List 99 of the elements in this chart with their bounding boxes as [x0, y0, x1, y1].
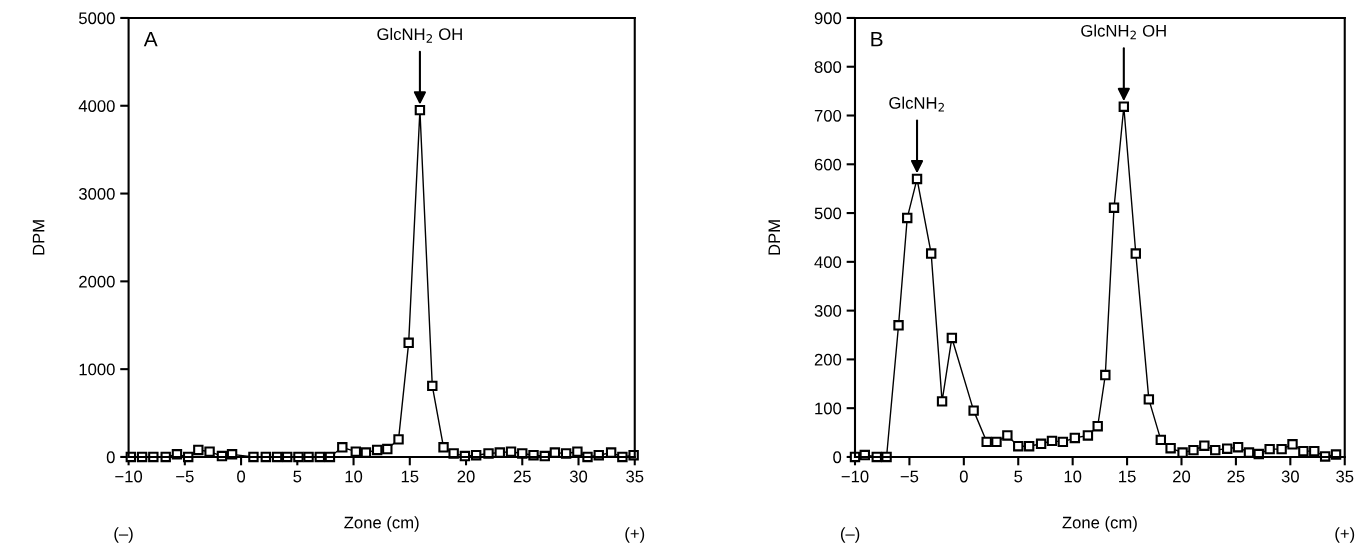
point: [382, 443, 393, 455]
point: [1002, 430, 1013, 441]
point: [448, 448, 459, 459]
annotation: A: [143, 31, 158, 47]
point: [1298, 445, 1309, 457]
point: [1165, 442, 1176, 454]
x-tick-label: 30: [1281, 470, 1299, 483]
point: [483, 448, 494, 459]
x-tick-label: 20: [1173, 470, 1191, 483]
x-tick-label: −5: [900, 470, 919, 483]
x-axis-title: Zone (cm): [1062, 516, 1137, 532]
point: [1057, 436, 1069, 448]
x-tick-label: 10: [345, 470, 363, 483]
y-tick-label: 300: [814, 305, 842, 317]
x-tick-label: 5: [1014, 470, 1023, 483]
point: [1264, 443, 1275, 455]
point: [505, 446, 517, 457]
y-tick-label: 800: [814, 61, 842, 73]
point: [1082, 430, 1094, 441]
point: [1232, 442, 1244, 453]
x-tick-label: 25: [1227, 470, 1245, 483]
y-tick-label: 0: [833, 451, 842, 464]
x-tick-label: 30: [569, 470, 588, 483]
point: [991, 436, 1002, 448]
point: [902, 212, 913, 224]
point: [1155, 434, 1167, 446]
point: [1199, 440, 1210, 451]
point: [1309, 445, 1320, 457]
point: [1210, 444, 1221, 456]
point: [1287, 439, 1298, 450]
point: [1130, 248, 1141, 259]
point: [981, 436, 992, 448]
x-tick-label: 25: [513, 470, 531, 483]
point: [893, 320, 904, 331]
x-tick-label: −5: [176, 470, 194, 483]
annotation: GlcNH$_{2}$: [889, 96, 944, 112]
point: [1100, 369, 1111, 381]
point: [1118, 101, 1130, 112]
y-tick-label: 1000: [79, 363, 115, 376]
point: [1013, 441, 1024, 452]
x-tick-label: −10: [115, 470, 143, 483]
point: [572, 446, 583, 457]
y-tick-label: 100: [815, 402, 842, 415]
point: [1046, 435, 1058, 447]
point: [1143, 394, 1155, 405]
x-tick-label: 5: [293, 470, 302, 483]
point: [193, 444, 204, 456]
text: (–): [840, 527, 860, 543]
y-tick-label: 700: [814, 109, 842, 122]
x-tick-label: 35: [626, 470, 644, 483]
y-tick-label: 200: [814, 353, 842, 366]
point: [204, 446, 215, 457]
point: [925, 248, 937, 259]
x-tick-label: 35: [1336, 470, 1354, 483]
x-tick-label: −10: [841, 470, 869, 483]
point: [1222, 443, 1233, 454]
y-tick-label: 500: [814, 207, 842, 220]
point: [350, 446, 362, 457]
point: [371, 444, 383, 456]
x-axis-title: Zone (cm): [344, 516, 419, 532]
point: [427, 380, 438, 392]
point: [403, 337, 414, 349]
point: [1188, 444, 1199, 456]
text: (–): [114, 527, 133, 543]
point: [968, 405, 979, 416]
x-tick-label: 0: [237, 470, 246, 483]
point: [1108, 202, 1120, 213]
y-tick-label: 0: [106, 451, 115, 464]
y-tick-label: 400: [814, 256, 842, 269]
point: [936, 396, 948, 407]
x-tick-label: 10: [1064, 470, 1082, 483]
x-tick-label: 15: [1119, 470, 1136, 483]
point: [1035, 438, 1047, 449]
annotation: GlcNH$_{2}$ OH: [1081, 24, 1166, 40]
point: [911, 173, 923, 185]
x-tick-label: 0: [959, 470, 968, 483]
point: [1092, 421, 1103, 432]
text: (+): [1335, 527, 1355, 543]
point: [1023, 441, 1035, 452]
y-tick-label: 3000: [78, 187, 115, 200]
annotation: B: [871, 31, 883, 47]
point: [1276, 443, 1287, 455]
x-tick-label: 15: [401, 470, 419, 483]
y-tick-label: 600: [814, 158, 842, 171]
point: [946, 332, 958, 344]
point: [414, 104, 426, 116]
y-tick-label: 4000: [78, 100, 115, 112]
y-tick-label: 5000: [78, 12, 115, 25]
y-tick-label: 2000: [79, 275, 115, 288]
y-axis-title: DPM: [768, 220, 780, 255]
text: (+): [625, 527, 645, 543]
point: [438, 442, 449, 453]
point: [337, 442, 348, 453]
annotation: GlcNH$_{2}$ OH: [377, 27, 462, 43]
point: [1069, 432, 1081, 444]
x-tick-label: 20: [457, 470, 475, 483]
point: [393, 434, 404, 445]
y-tick-label: 900: [814, 12, 842, 25]
y-axis-title: DPM: [32, 220, 45, 255]
